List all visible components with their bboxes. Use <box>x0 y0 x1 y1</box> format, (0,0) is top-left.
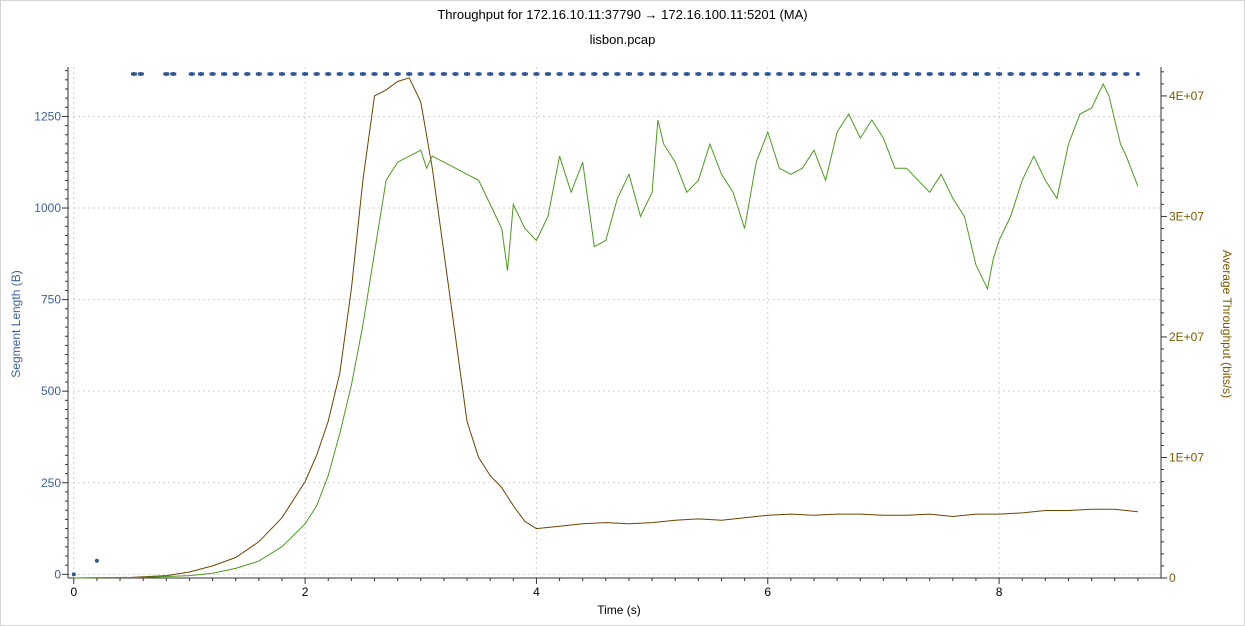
x-tick-label: 4 <box>533 585 540 599</box>
series <box>71 71 1140 579</box>
grid-lines <box>68 67 1161 578</box>
average-throughput-series <box>73 77 1138 579</box>
y-right-tick-label: 1E+07 <box>1169 450 1204 464</box>
segment-point <box>71 572 76 577</box>
goodput-series-line <box>73 82 1139 579</box>
y-right-tick-label: 0 <box>1169 571 1176 585</box>
y-axis-left-label: Segment Length (B) <box>9 270 23 377</box>
y-left-tick-label: 1000 <box>34 201 61 215</box>
y-left-tick-label: 250 <box>41 476 61 490</box>
x-tick-label: 6 <box>764 585 771 599</box>
y-right-tick-label: 4E+07 <box>1169 89 1204 103</box>
y-axis-right-label: Average Throughput (bits/s) <box>1220 250 1234 398</box>
x-tick-label: 8 <box>996 585 1003 599</box>
y-left-tick-label: 1250 <box>34 109 61 123</box>
x-tick-label: 2 <box>302 585 309 599</box>
y-right-tick-label: 2E+07 <box>1169 330 1204 344</box>
segment-length-series <box>71 71 1140 577</box>
y-right-tick-label: 3E+07 <box>1169 209 1204 223</box>
average-throughput-series-line <box>73 77 1138 579</box>
y-left-tick-label: 500 <box>41 384 61 398</box>
chart-subtitle: lisbon.pcap <box>589 32 656 47</box>
x-tick-label: 0 <box>70 585 77 599</box>
segment-point <box>1135 71 1140 76</box>
goodput-series <box>73 82 1139 579</box>
y-left-tick-label: 750 <box>41 293 61 307</box>
axes <box>67 67 1162 579</box>
ticks: 0 2 4 6 8 0 250 500 750 1000 1250 0 1E+07 2E+07 3E+07 4… <box>34 70 1204 599</box>
chart-title: Throughput for 172.16.10.11:37790 → 172.… <box>437 7 808 22</box>
segment-point <box>94 558 99 563</box>
y-left-tick-label: 0 <box>54 567 61 581</box>
x-axis-label: Time (s) <box>597 603 641 617</box>
